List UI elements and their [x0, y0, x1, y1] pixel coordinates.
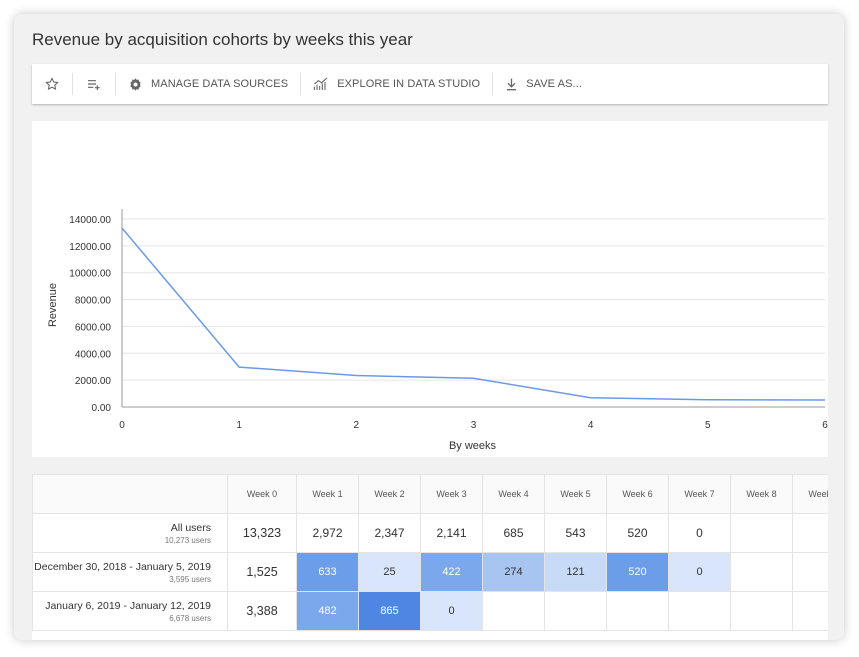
cohort-name: January 6, 2019 - January 12, 2019	[45, 599, 211, 612]
week-column-header: Week 7	[668, 474, 731, 514]
y-tick-label: 6000.00	[75, 322, 112, 333]
cohort-value-cell: 121	[544, 552, 607, 592]
x-tick-label: 2	[354, 420, 360, 431]
cohort-value-cell	[668, 591, 731, 631]
x-tick-label: 6	[822, 420, 828, 431]
cohort-value-cell: 543	[544, 513, 607, 553]
week-column-header: Week 6	[606, 474, 669, 514]
favorite-button[interactable]	[32, 64, 72, 104]
cohort-name: All users	[170, 521, 211, 534]
cohort-value-cell: 482	[296, 591, 359, 631]
cohort-value-cell	[792, 591, 828, 631]
x-tick-label: 0	[119, 420, 125, 431]
cohort-value-cell: 274	[482, 552, 545, 592]
revenue-chart-card: 0.00 2000.00 4000.00 6000.00 8000.00 10000.00…	[32, 121, 828, 457]
cohort-name: December 30, 2018 - January 5, 2019	[34, 560, 211, 573]
toolbar: MANAGE DATA SOURCES EXPLORE IN DATA STUD…	[32, 64, 828, 104]
y-tick-label: 0.00	[92, 403, 112, 414]
cohort-value-cell: 0	[668, 513, 731, 553]
download-icon	[507, 78, 517, 90]
cohort-value-cell: 633	[296, 552, 359, 592]
x-tick-label: 1	[236, 420, 242, 431]
playlist-add-icon	[88, 80, 100, 90]
cohort-value-cell: 520	[606, 513, 669, 553]
week-column-header: Week 8	[730, 474, 793, 514]
cohort-value-cell: 0	[420, 591, 483, 631]
cohort-value-cell	[730, 513, 793, 553]
week0-cell: 1,525	[227, 552, 297, 592]
toolbar-divider	[492, 73, 494, 95]
y-axis-label: Revenue	[47, 283, 59, 327]
gear-icon	[130, 77, 141, 91]
cohort-value-cell	[792, 552, 828, 592]
x-tick-label: 3	[471, 420, 477, 431]
table-row: December 30, 2018 - January 5, 2019 3,595…	[32, 552, 828, 592]
y-tick-label: 2000.00	[75, 376, 112, 387]
table-corner-cell	[32, 474, 228, 514]
table-row: January 6, 2019 - January 12, 2019 6,678 …	[32, 591, 828, 631]
cohort-value-cell	[730, 552, 793, 592]
toolbar-divider	[300, 73, 302, 95]
cohort-user-count: 6,678 users	[169, 613, 211, 623]
week-column-header: Week 4	[482, 474, 545, 514]
toolbar-divider	[72, 73, 73, 95]
save-as-label: SAVE AS...	[526, 78, 583, 90]
y-tick-label: 4000.00	[75, 349, 112, 360]
week-column-header: Week 3	[420, 474, 483, 514]
x-axis-label: By weeks	[449, 440, 497, 452]
cohort-value-cell: 520	[606, 552, 669, 592]
week-column-header: Week 1	[296, 474, 359, 514]
cohort-value-cell: 685	[482, 513, 545, 553]
cohort-value-cell: 25	[358, 552, 421, 592]
x-tick-label: 4	[588, 420, 594, 431]
week-column-header: Week 0	[227, 474, 297, 514]
cohort-value-cell: 0	[668, 552, 731, 592]
cohort-table: Week 0 Week 1 Week 2 Week 3 Week 4 Week 5 Week…	[32, 474, 828, 631]
revenue-line-chart: 0.00 2000.00 4000.00 6000.00 8000.00 10000.00…	[47, 209, 828, 452]
star-outline-icon	[45, 77, 59, 90]
week0-cell: 3,388	[227, 591, 297, 631]
cohort-value-cell: 865	[358, 591, 421, 631]
cohort-user-count: 3,595 users	[169, 574, 211, 584]
table-row: All users 10,273 users 13,323 2,972 2,347 2,1…	[32, 513, 828, 553]
cohort-value-cell	[544, 591, 607, 631]
x-tick-label: 5	[705, 420, 711, 431]
cohort-value-cell: 422	[420, 552, 483, 592]
week-column-header: Week 5	[544, 474, 607, 514]
toolbar-divider	[115, 73, 116, 95]
page-title: Revenue by acquisition cohorts by weeks …	[32, 30, 413, 49]
revenue-series-line	[121, 227, 826, 401]
save-as-button[interactable]: SAVE AS...	[493, 64, 594, 104]
cohort-value-cell: 2,972	[296, 513, 359, 553]
explore-in-data-studio-label: EXPLORE IN DATA STUDIO	[337, 78, 481, 90]
y-tick-label: 14000.00	[69, 215, 111, 226]
cohort-value-cell	[730, 591, 793, 631]
week-column-header: Week 9	[792, 474, 828, 514]
explore-in-data-studio-button[interactable]: EXPLORE IN DATA STUDIO	[301, 64, 492, 104]
report-window: Revenue by acquisition cohorts by weeks …	[14, 14, 844, 640]
week0-cell: 13,323	[227, 513, 297, 553]
y-tick-label: 10000.00	[69, 269, 111, 280]
cohort-value-cell	[606, 591, 669, 631]
cohort-row-header: December 30, 2018 - January 5, 2019 3,595…	[32, 552, 228, 592]
add-to-list-button[interactable]	[73, 64, 115, 104]
week-column-header: Week 2	[358, 474, 421, 514]
cohort-user-count: 10,273 users	[164, 535, 211, 545]
table-header-row: Week 0 Week 1 Week 2 Week 3 Week 4 Week 5 Week…	[32, 474, 828, 514]
cohort-table-card: Week 0 Week 1 Week 2 Week 3 Week 4 Week 5 Week…	[32, 474, 828, 640]
cohort-value-cell	[482, 591, 545, 631]
cohort-row-header: January 6, 2019 - January 12, 2019 6,678 …	[32, 591, 228, 631]
cohort-row-header: All users 10,273 users	[32, 513, 228, 553]
y-tick-label: 8000.00	[75, 296, 112, 307]
manage-data-sources-label: MANAGE DATA SOURCES	[151, 78, 289, 90]
cohort-value-cell: 2,347	[358, 513, 421, 553]
manage-data-sources-button[interactable]: MANAGE DATA SOURCES	[116, 64, 300, 104]
cohort-value-cell: 2,141	[420, 513, 483, 553]
y-tick-label: 12000.00	[69, 242, 111, 253]
chart-trend-icon	[313, 77, 328, 90]
cohort-value-cell	[792, 513, 828, 553]
